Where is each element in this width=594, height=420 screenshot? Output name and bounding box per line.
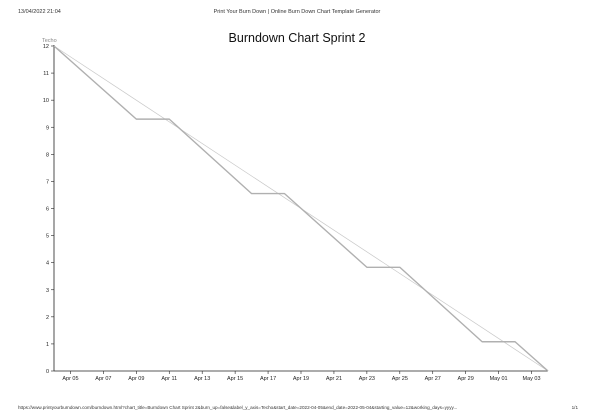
y-axis-label: Techo	[42, 38, 57, 44]
print-header: 13/04/2022 21:04 Print Your Burn Down | …	[0, 0, 594, 22]
print-page-number: 1/1	[571, 405, 578, 410]
actual-burndown-line	[53, 45, 549, 372]
print-page-title: Print Your Burn Down | Online Burn Down …	[213, 9, 381, 15]
print-footer: https://www.printyourburndown.com/burndo…	[0, 400, 594, 420]
x-tick-label: May 03	[523, 376, 541, 382]
y-tick-label: 2	[46, 315, 49, 321]
print-url: https://www.printyourburndown.com/burndo…	[18, 405, 458, 410]
y-tick-label: 11	[43, 71, 49, 77]
x-tick-label: Apr 21	[326, 376, 342, 382]
y-tick-label: 10	[43, 98, 49, 104]
x-tick-label: Apr 19	[293, 376, 309, 382]
x-tick-label: Apr 29	[458, 376, 474, 382]
x-tick-label: Apr 07	[95, 376, 111, 382]
y-tick-label: 9	[46, 125, 49, 131]
print-date: 13/04/2022 21:04	[18, 9, 61, 15]
x-tick-label: Apr 13	[194, 376, 210, 382]
x-tick-label: Apr 15	[227, 376, 243, 382]
x-tick-label: Apr 23	[359, 376, 375, 382]
y-tick-label: 7	[46, 179, 49, 185]
y-tick-label: 3	[46, 288, 49, 294]
y-tick-label: 1	[46, 342, 49, 348]
y-tick-label: 0	[46, 369, 49, 375]
y-tick-label: 8	[46, 152, 49, 158]
y-tick-label: 6	[46, 207, 49, 213]
y-tick-label: 5	[46, 234, 49, 240]
x-tick-label: May 01	[490, 376, 508, 382]
x-tick-label: Apr 17	[260, 376, 276, 382]
y-tick-label: 4	[46, 261, 49, 267]
series-layer	[53, 45, 549, 372]
x-tick-label: Apr 27	[425, 376, 441, 382]
y-tick-label: 12	[43, 44, 49, 50]
x-tick-label: Apr 25	[392, 376, 408, 382]
chart-title: Burndown Chart Sprint 2	[228, 31, 366, 45]
x-tick-label: Apr 11	[161, 376, 177, 382]
x-tick-label: Apr 05	[62, 376, 78, 382]
x-tick-label: Apr 09	[128, 376, 144, 382]
